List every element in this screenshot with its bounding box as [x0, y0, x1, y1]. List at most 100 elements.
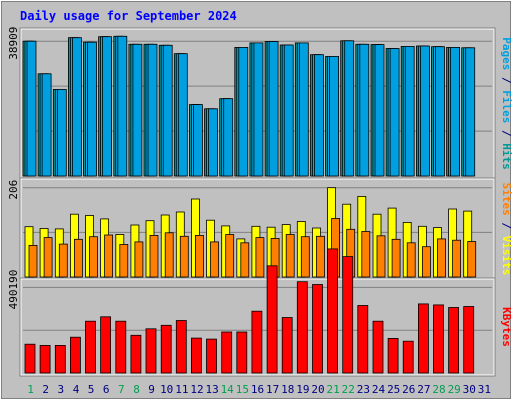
bar-kbytes-day-3 — [54, 344, 66, 374]
bar-sites-day-8 — [134, 241, 144, 278]
panel-hits-side-label: Pages / Files / Hits — [500, 37, 512, 170]
bar-sites-day-24 — [376, 235, 386, 278]
bar-sites-day-1 — [28, 244, 38, 278]
bar-sites-day-10 — [164, 232, 174, 278]
x-tick-label-day-22: 22 — [342, 383, 355, 396]
x-tick-label-day-18: 18 — [281, 383, 294, 396]
bar-sites-day-23 — [361, 231, 371, 278]
x-tick-label-day-1: 1 — [27, 383, 34, 396]
bar-kbytes-day-12 — [190, 337, 202, 374]
bar-sites-day-7 — [119, 244, 129, 278]
bar-pages-day-24 — [374, 44, 385, 177]
bar-pages-day-28 — [435, 46, 445, 177]
bar-kbytes-day-8 — [130, 334, 142, 374]
bar-pages-day-15 — [238, 47, 249, 177]
bar-pages-day-3 — [56, 89, 67, 177]
bar-pages-day-30 — [465, 47, 476, 177]
bar-kbytes-day-23 — [357, 305, 369, 374]
panel-kbytes: 490190 KBytes — [7, 248, 512, 377]
bar-sites-day-30 — [467, 241, 477, 278]
chart-panels: 38909 Pages / Files / Hits 206 Sites / Visi… — [7, 27, 512, 377]
side-label-part: KBytes — [500, 307, 512, 347]
bar-kbytes-day-7 — [115, 320, 127, 374]
x-tick-label-day-10: 10 — [160, 383, 173, 396]
bar-kbytes-day-16 — [251, 310, 263, 374]
panel-visits: 206 Sites / Visits — [7, 177, 512, 281]
side-label-part: Hits — [500, 143, 512, 170]
bar-kbytes-day-24 — [372, 320, 384, 374]
bar-pages-day-26 — [404, 46, 415, 177]
bar-pages-day-25 — [389, 48, 400, 177]
x-tick-label-day-4: 4 — [73, 383, 80, 396]
bar-kbytes-day-1 — [24, 343, 36, 374]
bar-kbytes-day-2 — [39, 344, 51, 374]
bar-pages-day-4 — [72, 37, 82, 177]
bar-kbytes-day-14 — [221, 331, 233, 374]
side-label-part: Sites — [500, 183, 512, 216]
bar-sites-day-6 — [104, 234, 113, 278]
side-label-part: Pages — [500, 37, 512, 70]
bar-pages-day-1 — [26, 40, 37, 177]
x-tick-label-day-8: 8 — [133, 383, 140, 396]
side-label-part: Visits — [500, 236, 512, 276]
x-tick-label-day-2: 2 — [42, 383, 49, 396]
panel-hits: 38909 Pages / Files / Hits — [7, 27, 512, 180]
panel-kbytes-side-label: KBytes — [500, 307, 512, 347]
x-tick-label-day-25: 25 — [387, 383, 400, 396]
x-tick-label-day-15: 15 — [236, 383, 249, 396]
x-tick-label-day-17: 17 — [266, 383, 279, 396]
bar-kbytes-day-18 — [281, 317, 293, 374]
bar-kbytes-day-11 — [175, 320, 187, 374]
bar-kbytes-day-28 — [433, 304, 444, 374]
x-tick-label-day-12: 12 — [190, 383, 203, 396]
bar-kbytes-day-15 — [236, 331, 248, 374]
x-tick-label-day-27: 27 — [417, 383, 430, 396]
x-tick-label-day-21: 21 — [326, 383, 339, 396]
side-label-part: / — [500, 70, 512, 90]
bar-pages-day-27 — [419, 45, 430, 177]
bar-pages-day-8 — [132, 43, 143, 177]
side-label-part: Files — [500, 90, 512, 123]
bar-pages-day-13 — [208, 108, 218, 177]
bar-kbytes-day-30 — [463, 306, 475, 374]
x-tick-label-day-14: 14 — [221, 383, 235, 396]
bar-pages-day-5 — [87, 41, 97, 177]
bar-pages-day-17 — [268, 41, 279, 177]
bar-pages-day-7 — [117, 35, 128, 177]
bar-sites-day-13 — [210, 241, 219, 278]
bar-pages-day-10 — [162, 44, 173, 177]
bar-sites-day-27 — [421, 246, 431, 278]
bar-kbytes-day-13 — [206, 338, 217, 374]
bar-pages-day-11 — [177, 53, 188, 177]
bar-kbytes-day-21 — [327, 248, 339, 374]
x-tick-label-day-24: 24 — [372, 383, 386, 396]
bar-sites-day-2 — [43, 237, 53, 278]
chart-title: Daily usage for September 2024 — [20, 9, 237, 23]
x-tick-label-day-11: 11 — [175, 383, 188, 396]
bar-pages-day-9 — [147, 43, 158, 177]
bar-sites-day-12 — [194, 234, 204, 278]
bar-sites-day-14 — [225, 234, 235, 278]
side-label-part: / — [500, 123, 512, 143]
bar-kbytes-day-22 — [342, 256, 354, 374]
bar-kbytes-day-9 — [145, 328, 157, 374]
x-tick-label-day-19: 19 — [296, 383, 309, 396]
x-tick-label-day-13: 13 — [205, 383, 218, 396]
bar-pages-day-14 — [223, 98, 234, 177]
side-label-part: / — [500, 216, 512, 236]
x-tick-label-day-30: 30 — [463, 383, 476, 396]
bar-pages-day-18 — [283, 44, 294, 177]
bar-pages-day-6 — [102, 36, 112, 177]
panel-visits-y-max-label: 206 — [7, 180, 20, 200]
bar-sites-day-25 — [391, 238, 401, 278]
bar-sites-day-15 — [240, 242, 250, 278]
bar-kbytes-day-29 — [448, 307, 460, 374]
panel-hits-y-max-label: 38909 — [7, 27, 20, 60]
bar-pages-day-22 — [344, 40, 355, 177]
bar-sites-day-3 — [58, 243, 68, 278]
bar-kbytes-day-25 — [387, 337, 399, 374]
bar-kbytes-day-19 — [296, 281, 308, 374]
panel-visits-side-label: Sites / Visits — [500, 183, 512, 276]
